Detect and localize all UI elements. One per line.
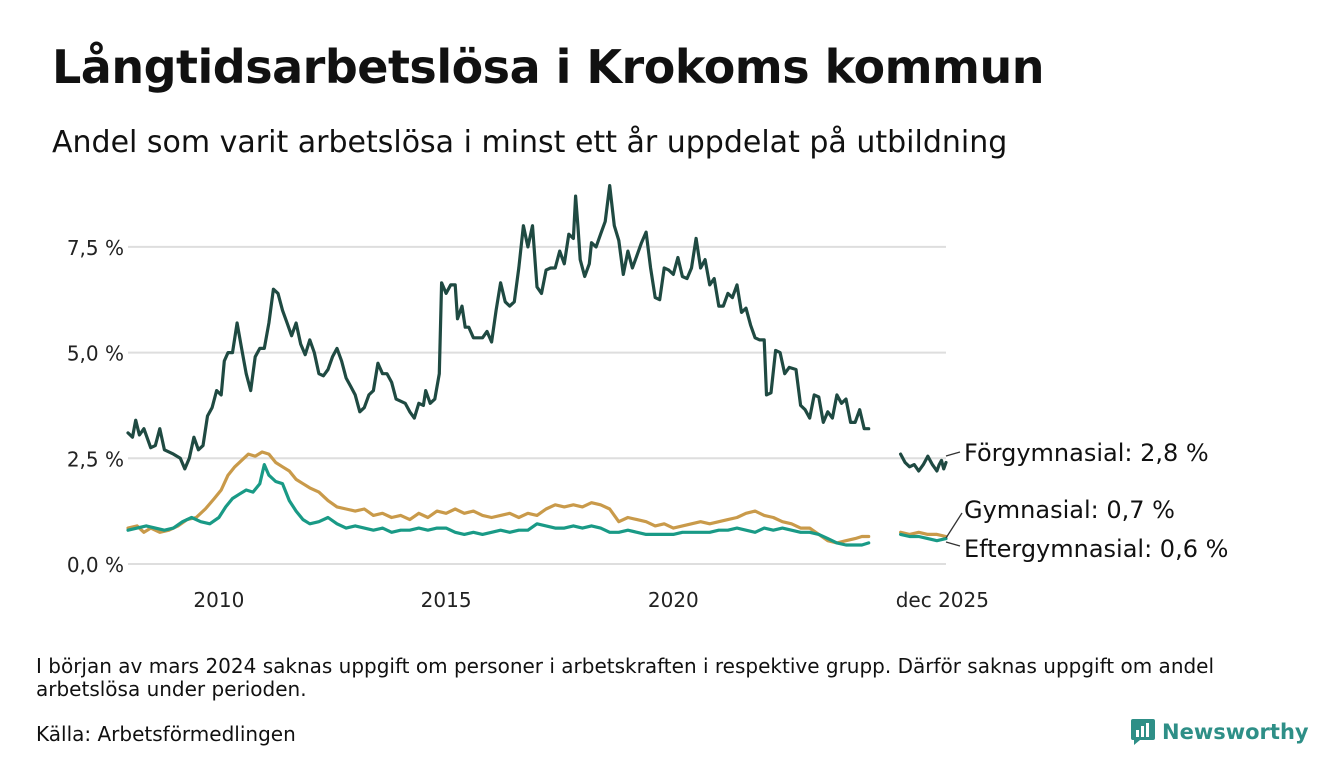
brand-logo: Newsworthy — [1130, 718, 1309, 746]
x-axis-tick-labels: 2010 2015 2020 dec 2025 — [193, 588, 989, 612]
series-end-label-eftergymnasial: Eftergymnasial: 0,6 % — [964, 535, 1228, 563]
brand-name: Newsworthy — [1162, 720, 1309, 744]
series-end-label-gymnasial: Gymnasial: 0,7 % — [964, 496, 1175, 524]
series-line-eftergymnasial — [899, 532, 948, 543]
x-tick-label: dec 2025 — [896, 588, 989, 612]
footnote: I början av mars 2024 saknas uppgift om … — [36, 654, 1215, 701]
series-line-gymnasial — [899, 530, 948, 539]
page-title: Långtidsarbetslösa i Krokoms kommun — [52, 40, 1044, 94]
x-tick-label: 2010 — [193, 588, 244, 612]
y-tick-label: 5,0 % — [67, 342, 124, 366]
x-tick-label: 2015 — [421, 588, 472, 612]
y-axis-tick-labels: 0,0 % 2,5 % 5,0 % 7,5 % — [67, 236, 124, 577]
leader-line — [945, 541, 961, 547]
leader-line — [945, 451, 961, 457]
newsworthy-logo-icon — [1131, 719, 1155, 745]
source-credit: Källa: Arbetsförmedlingen — [36, 722, 296, 746]
leader-line — [945, 512, 963, 539]
series-line-förgymnasial — [126, 184, 871, 471]
x-tick-label: 2020 — [648, 588, 699, 612]
series-line-gymnasial — [126, 450, 871, 545]
y-tick-label: 7,5 % — [67, 236, 124, 260]
y-tick-label: 2,5 % — [67, 447, 124, 471]
grid-lines — [128, 245, 946, 565]
page-subtitle: Andel som varit arbetslösa i minst ett å… — [52, 125, 1008, 160]
series-end-label-förgymnasial: Förgymnasial: 2,8 % — [964, 439, 1209, 467]
y-tick-label: 0,0 % — [67, 553, 124, 577]
series-line-eftergymnasial — [126, 463, 871, 547]
series-line-förgymnasial — [899, 452, 948, 473]
series-end-labels: Förgymnasial: 2,8 % Gymnasial: 0,7 % Efter… — [945, 439, 1228, 563]
series-lines — [126, 184, 948, 547]
line-chart: 0,0 % 2,5 % 5,0 % 7,5 % 2010 2015 2020 dec 202… — [67, 184, 1228, 612]
